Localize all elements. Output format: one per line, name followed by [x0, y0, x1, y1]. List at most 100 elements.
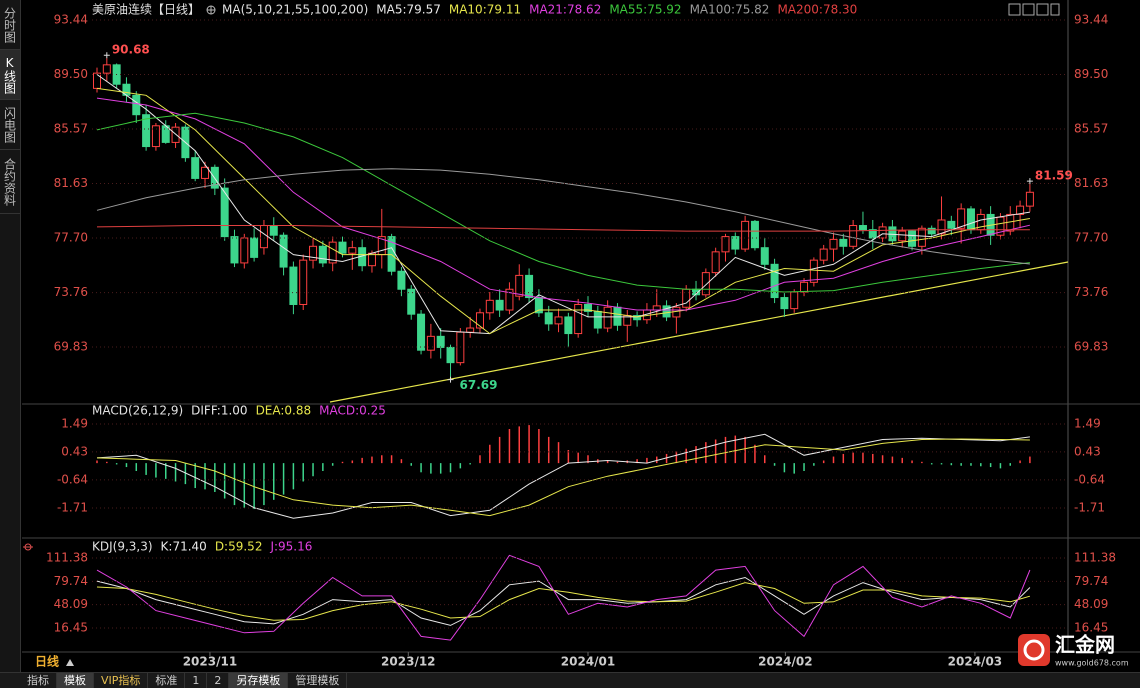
sidebar: 分时图 K线图 闪电图 合约资料 [0, 0, 21, 672]
sidebar-tab[interactable]: 合约资料 [0, 150, 20, 214]
x-tick-label: 2024/02 [758, 655, 812, 669]
candle-body [652, 305, 661, 311]
indicator-line [96, 87, 1030, 335]
y-tick-label: 81.63 [54, 176, 88, 190]
x-tick-label: 2023/11 [183, 655, 237, 669]
candle-body [770, 263, 779, 299]
y-tick-label: 69.83 [54, 340, 88, 354]
candle-body [289, 266, 298, 305]
candle-body [475, 312, 484, 329]
candle-body [397, 270, 406, 290]
candle-body [505, 288, 514, 311]
candle-body [898, 230, 907, 242]
candle-body [191, 157, 200, 179]
candle-body [790, 291, 799, 310]
legend-entry: MA100:75.82 [690, 3, 770, 17]
y-tick-label: 48.09 [1074, 597, 1108, 611]
legend-entry: J:95.16 [269, 540, 312, 554]
candle-body [309, 245, 318, 261]
indicator-line [96, 554, 1031, 641]
x-tick-label: 2024/01 [561, 655, 615, 669]
toolbar-tab[interactable]: 1 [185, 673, 208, 688]
panel [96, 425, 1031, 519]
candle-body [446, 346, 455, 364]
y-tick-label: 77.70 [1074, 230, 1108, 244]
sidebar-tab[interactable]: K线图 [0, 50, 20, 100]
candle-body [878, 226, 887, 239]
candle-body [741, 220, 750, 250]
candle-body [819, 248, 828, 261]
candle-body [849, 225, 858, 247]
candle-body [858, 225, 867, 231]
candle-body [318, 245, 327, 264]
candle-body [564, 316, 573, 335]
candle-body [495, 299, 504, 311]
candle-body [525, 274, 534, 299]
toolbar-tab[interactable]: VIP指标 [94, 673, 149, 688]
sidebar-tab[interactable]: 闪电图 [0, 100, 20, 150]
candle-body [633, 315, 642, 321]
candle-body [436, 335, 445, 348]
y-tick-label: -0.64 [1074, 472, 1105, 486]
indicator-line [96, 168, 1030, 265]
toolbar-tab[interactable]: 模板 [57, 673, 94, 688]
candle-body [348, 247, 357, 254]
candle-body [417, 313, 426, 351]
candle-body [142, 114, 151, 148]
y-tick-label: 93.44 [54, 12, 88, 26]
toolbar-tab[interactable]: 管理模板 [288, 673, 348, 688]
legend-entry: K:71.40 [161, 540, 207, 554]
x-tick-label: 2024/03 [948, 655, 1002, 669]
candle-body [908, 230, 917, 247]
toolbar-tab[interactable]: 标准 [148, 673, 186, 688]
candle-body [338, 241, 347, 254]
candle-body [485, 299, 494, 314]
legend-entry: MA55:75.92 [609, 3, 681, 17]
y-tick-label: 73.76 [1074, 285, 1108, 299]
candle-body [809, 259, 818, 283]
candle-body [731, 236, 740, 250]
candle-body [721, 236, 730, 253]
kdj-icon[interactable] [23, 543, 33, 551]
panel [96, 554, 1031, 641]
y-tick-label: 1.49 [1074, 417, 1101, 431]
candle-body [1016, 205, 1025, 215]
y-tick-label: 1.49 [61, 417, 88, 431]
y-tick-label: -0.64 [57, 472, 88, 486]
legend-entry: D:59.52 [215, 540, 263, 554]
y-tick-label: 0.43 [1074, 444, 1101, 458]
toolbar-tab[interactable]: 另存模板 [229, 673, 289, 688]
candle-body [230, 236, 239, 264]
y-tick-label: 93.44 [1074, 12, 1108, 26]
candle-body [662, 305, 671, 318]
candle-body [279, 234, 288, 268]
candle-body [220, 187, 229, 238]
candle-body [102, 64, 111, 74]
indicator-line [96, 576, 1031, 626]
candle-body [800, 281, 809, 293]
toolbar-tab[interactable]: 指标 [20, 673, 57, 688]
panel-title: 美原油连续【日线】 [92, 2, 200, 17]
candle-body [328, 241, 337, 264]
y-tick-label: -1.71 [1074, 500, 1105, 514]
indicator-line [96, 225, 1030, 232]
sidebar-tab[interactable]: 分时图 [0, 0, 20, 50]
toolbar-tab[interactable]: 2 [207, 673, 230, 688]
y-tick-label: 73.76 [54, 285, 88, 299]
candle-body [466, 327, 475, 333]
candle-body [947, 220, 956, 229]
period-arrow[interactable] [66, 659, 74, 666]
indicator-line [96, 582, 1031, 621]
candle-body [584, 303, 592, 312]
candle-body [151, 125, 160, 148]
logo-badge [1018, 634, 1050, 666]
extreme-label: 67.69 [460, 378, 498, 392]
candle-body [917, 227, 926, 247]
period-label[interactable]: 日线 [35, 654, 59, 669]
logo-name: 汇金网 [1055, 633, 1115, 657]
y-tick-label: 111.38 [46, 551, 88, 565]
panel-title: KDJ(9,3,3) [92, 540, 153, 554]
toolbar-icons[interactable] [1008, 3, 1060, 16]
y-tick-label: 0.43 [61, 444, 88, 458]
